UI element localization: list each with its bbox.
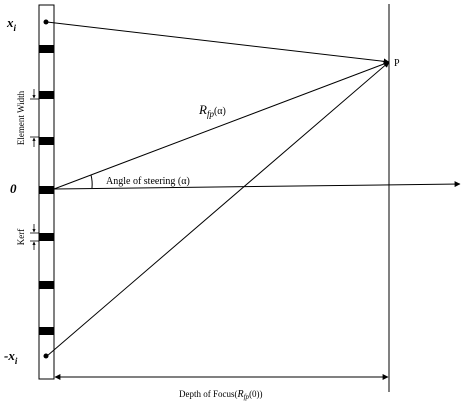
array-element	[39, 186, 54, 194]
array-element	[39, 45, 54, 53]
array-element	[39, 281, 54, 289]
label-depth-of-focus: Depth of Focus(Rfp(0))	[179, 389, 263, 401]
ray-origin-to-p	[53, 61, 390, 190]
kerf-dimension	[30, 224, 39, 250]
ray-top-to-p	[46, 21, 390, 65]
ray-bottom-to-p	[46, 61, 390, 357]
label-x-bottom: -xi	[4, 348, 18, 366]
bottom-element-dot	[43, 353, 49, 359]
label-r-fp-alpha: Rfp(α)	[198, 102, 226, 119]
label-element-width: Element Width	[16, 90, 26, 145]
axis-line	[53, 181, 461, 190]
array-element	[39, 137, 54, 145]
array-elements	[39, 45, 54, 335]
steering-angle-arc	[90, 174, 93, 189]
array-element	[39, 327, 54, 335]
top-element-dot	[43, 19, 49, 25]
label-kerf: Kerf	[16, 229, 26, 246]
label-steering-angle: Angle of steering (α)	[106, 176, 190, 187]
label-origin: 0	[10, 181, 17, 196]
array-element	[39, 91, 54, 99]
label-point-p: P	[394, 58, 400, 69]
array-element	[39, 233, 54, 241]
label-x-top: xi	[6, 15, 17, 33]
element-width-dimension	[30, 89, 39, 147]
